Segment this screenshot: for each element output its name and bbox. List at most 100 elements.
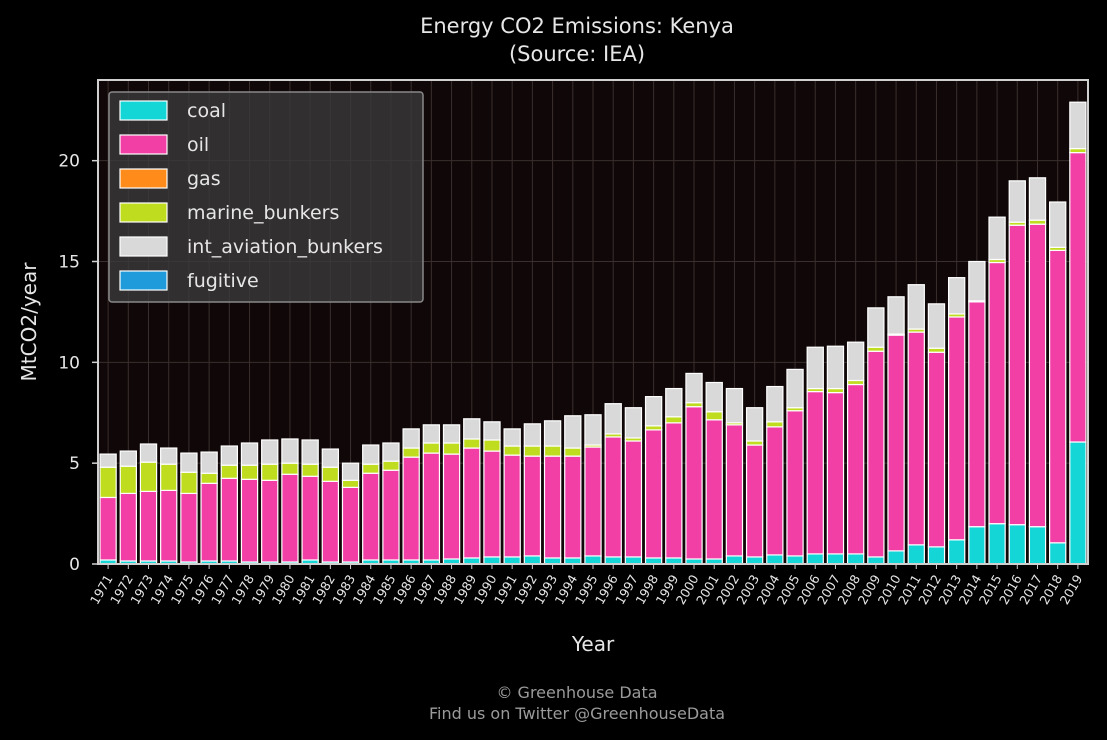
bar-segment-marine_bunkers xyxy=(220,464,239,479)
bar-segment-coal xyxy=(766,554,784,565)
bar-segment-int_aviation_bunkers xyxy=(988,216,1006,261)
bar-segment-oil xyxy=(483,450,501,558)
bar-segment-int_aviation_bunkers xyxy=(745,407,764,442)
y-tick-label: 0 xyxy=(69,555,80,575)
bar-segment-oil xyxy=(1069,152,1087,443)
bar-segment-marine_bunkers xyxy=(321,466,340,482)
bar-segment-int_aviation_bunkers xyxy=(139,443,158,463)
bar-segment-marine_bunkers xyxy=(927,347,946,353)
legend-swatch-oil xyxy=(119,134,168,155)
bar-segment-int_aviation_bunkers xyxy=(705,381,723,413)
footer-credit: © Greenhouse Data xyxy=(496,683,657,702)
bar-segment-int_aviation_bunkers xyxy=(624,407,643,439)
bar-segment-int_aviation_bunkers xyxy=(786,368,804,409)
bar-segment-marine_bunkers xyxy=(846,379,865,386)
bar-segment-int_aviation_bunkers xyxy=(685,372,703,404)
bar-segment-int_aviation_bunkers xyxy=(402,428,420,449)
bar-segment-marine_bunkers xyxy=(119,465,137,495)
bar-segment-coal xyxy=(584,555,602,565)
y-axis-ticks: 0 5 10 15 20 xyxy=(58,152,98,575)
bar-segment-oil xyxy=(927,351,946,548)
bar-segment-oil xyxy=(745,444,764,558)
bar-segment-oil xyxy=(1049,249,1067,544)
bar-segment-marine_bunkers xyxy=(402,447,420,458)
bar-segment-coal xyxy=(745,556,764,565)
bar-segment-oil xyxy=(826,391,845,555)
bar-segment-oil xyxy=(564,455,582,559)
bar-segment-coal xyxy=(826,553,845,565)
bar-segment-marine_bunkers xyxy=(1069,147,1087,154)
bar-segment-int_aviation_bunkers xyxy=(240,442,259,466)
bar-segment-oil xyxy=(220,477,239,562)
bar-segment-coal xyxy=(968,526,986,565)
bar-segment-int_aviation_bunkers xyxy=(442,424,461,444)
bar-segment-coal xyxy=(988,523,1006,565)
chart-subtitle: (Source: IEA) xyxy=(509,42,645,66)
bar-segment-oil xyxy=(947,316,966,541)
bar-segment-coal xyxy=(907,544,925,565)
bar-segment-int_aviation_bunkers xyxy=(200,451,218,474)
bar-segment-oil xyxy=(382,469,400,561)
bar-segment-int_aviation_bunkers xyxy=(119,450,137,467)
bar-segment-int_aviation_bunkers xyxy=(564,415,582,449)
bar-segment-int_aviation_bunkers xyxy=(220,445,239,466)
footer-twitter: Find us on Twitter @GreenhouseData xyxy=(429,704,725,723)
bar-segment-oil xyxy=(543,455,562,559)
bar-segment-marine_bunkers xyxy=(200,472,218,484)
bar-segment-int_aviation_bunkers xyxy=(362,444,380,465)
bar-segment-oil xyxy=(584,446,602,557)
bar-segment-marine_bunkers xyxy=(422,442,441,454)
bar-segment-coal xyxy=(523,555,542,565)
bar-segment-int_aviation_bunkers xyxy=(1028,177,1047,221)
bar-segment-coal xyxy=(1028,526,1047,565)
bar-segment-marine_bunkers xyxy=(1028,219,1047,225)
bar-segment-coal xyxy=(604,556,622,565)
legend-label-fugitive: fugitive xyxy=(187,270,259,292)
bar-segment-coal xyxy=(624,556,643,565)
bar-segment-marine_bunkers xyxy=(442,442,461,455)
bar-segment-int_aviation_bunkers xyxy=(1008,180,1026,223)
bar-segment-coal xyxy=(867,556,885,565)
bar-segment-marine_bunkers xyxy=(99,466,117,499)
bar-segment-oil xyxy=(806,390,824,555)
bar-segment-marine_bunkers xyxy=(261,463,279,481)
bar-segment-oil xyxy=(867,350,885,558)
bar-segment-int_aviation_bunkers xyxy=(503,428,521,447)
legend-swatch-int_aviation_bunkers xyxy=(119,236,168,257)
bar-segment-int_aviation_bunkers xyxy=(261,439,279,465)
legend-swatch-marine_bunkers xyxy=(119,202,168,223)
legend-swatch-fugitive xyxy=(119,270,168,291)
bar-segment-oil xyxy=(1028,223,1047,528)
bar-segment-int_aviation_bunkers xyxy=(1049,201,1067,248)
y-tick-label: 5 xyxy=(69,454,80,474)
bar-segment-int_aviation_bunkers xyxy=(826,345,845,390)
bar-segment-oil xyxy=(139,490,158,562)
bar-segment-oil xyxy=(624,440,643,558)
bar-segment-oil xyxy=(160,489,178,562)
bar-segment-coal xyxy=(725,555,744,565)
bar-segment-marine_bunkers xyxy=(160,463,178,491)
bar-segment-oil xyxy=(240,478,259,563)
bar-segment-marine_bunkers xyxy=(685,402,703,408)
bar-segment-marine_bunkers xyxy=(463,438,481,449)
x-axis-label: Year xyxy=(571,632,615,656)
legend-label-gas: gas xyxy=(187,168,221,190)
bar-segment-marine_bunkers xyxy=(705,411,723,421)
bar-segment-oil xyxy=(907,331,925,546)
bar-segment-int_aviation_bunkers xyxy=(463,418,481,440)
bar-segment-oil xyxy=(321,480,340,563)
bar-segment-oil xyxy=(604,436,622,558)
bar-segment-int_aviation_bunkers xyxy=(483,421,501,441)
bar-segment-oil xyxy=(463,447,481,559)
bar-segment-oil xyxy=(968,301,986,528)
bar-segment-int_aviation_bunkers xyxy=(1069,101,1087,150)
bar-segment-coal xyxy=(1069,441,1087,565)
bar-segment-marine_bunkers xyxy=(341,479,360,488)
bar-segment-marine_bunkers xyxy=(867,346,885,352)
bar-segment-int_aviation_bunkers xyxy=(947,277,966,315)
bar-segment-marine_bunkers xyxy=(523,445,542,457)
bar-segment-int_aviation_bunkers xyxy=(846,341,865,382)
bar-segment-coal xyxy=(927,546,946,565)
legend-swatch-gas xyxy=(119,168,168,189)
